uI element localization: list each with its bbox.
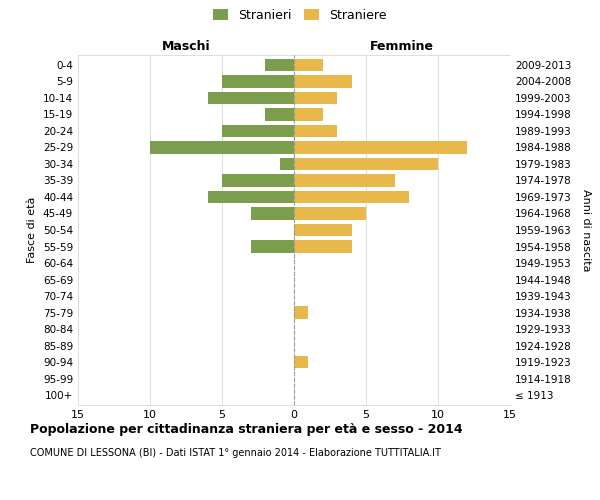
Bar	[294, 174, 395, 186]
Bar	[294, 191, 409, 203]
Y-axis label: Fasce di età: Fasce di età	[28, 197, 37, 263]
Bar	[294, 224, 352, 236]
Bar	[294, 306, 308, 318]
Bar	[251, 208, 294, 220]
Text: Popolazione per cittadinanza straniera per età e sesso - 2014: Popolazione per cittadinanza straniera p…	[30, 422, 463, 436]
Bar	[294, 58, 323, 71]
Bar	[265, 58, 294, 71]
Bar	[208, 191, 294, 203]
Text: Maschi: Maschi	[161, 40, 211, 52]
Bar	[294, 356, 308, 368]
Bar	[150, 142, 294, 154]
Text: COMUNE DI LESSONA (BI) - Dati ISTAT 1° gennaio 2014 - Elaborazione TUTTITALIA.IT: COMUNE DI LESSONA (BI) - Dati ISTAT 1° g…	[30, 448, 441, 458]
Bar	[294, 142, 467, 154]
Bar	[294, 108, 323, 120]
Bar	[294, 92, 337, 104]
Bar	[294, 125, 337, 137]
Bar	[222, 174, 294, 186]
Bar	[222, 75, 294, 88]
Bar	[208, 92, 294, 104]
Bar	[294, 75, 352, 88]
Bar	[294, 158, 438, 170]
Y-axis label: Anni di nascita: Anni di nascita	[581, 188, 591, 271]
Bar	[294, 240, 352, 252]
Legend: Stranieri, Straniere: Stranieri, Straniere	[211, 6, 389, 24]
Text: Femmine: Femmine	[370, 40, 434, 52]
Bar	[280, 158, 294, 170]
Bar	[222, 125, 294, 137]
Bar	[251, 240, 294, 252]
Bar	[265, 108, 294, 120]
Bar	[294, 208, 366, 220]
